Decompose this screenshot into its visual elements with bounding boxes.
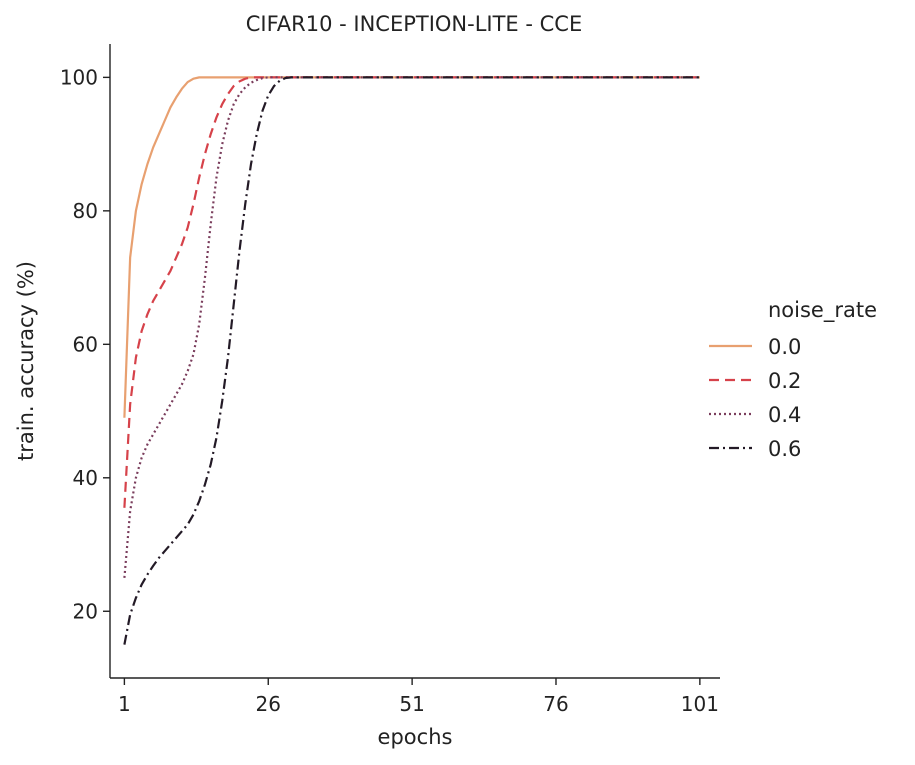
x-ticks: 1 26 51 76 101 (118, 678, 719, 716)
legend-label: 0.2 (768, 369, 801, 393)
y-tick-label: 60 (73, 332, 98, 356)
y-ticks: 20 40 60 80 100 (60, 65, 110, 623)
x-tick-label: 1 (118, 692, 131, 716)
x-axis-title: epochs (378, 725, 453, 749)
y-tick-label: 100 (60, 65, 98, 89)
y-tick-label: 80 (73, 199, 98, 223)
x-tick-label: 51 (399, 692, 424, 716)
x-tick-label: 101 (681, 692, 719, 716)
legend: noise_rate 0.0 0.2 0.4 0.6 (709, 298, 877, 461)
legend-label: 0.0 (768, 335, 801, 359)
x-tick-label: 26 (256, 692, 281, 716)
plot-lines (123, 76, 700, 645)
legend-label: 0.4 (768, 403, 801, 427)
y-axis-title: train. accuracy (%) (14, 261, 38, 461)
series-line-0-0 (123, 76, 700, 418)
y-tick-label: 20 (73, 599, 98, 623)
x-tick-label: 76 (543, 692, 568, 716)
series-line-0-4 (123, 76, 700, 578)
series-line-0-2 (123, 76, 700, 508)
chart-title: CIFAR10 - INCEPTION-LITE - CCE (246, 12, 582, 36)
y-tick-label: 40 (73, 466, 98, 490)
legend-title: noise_rate (768, 298, 877, 323)
legend-label: 0.6 (768, 437, 801, 461)
series-line-0-6 (123, 76, 700, 645)
